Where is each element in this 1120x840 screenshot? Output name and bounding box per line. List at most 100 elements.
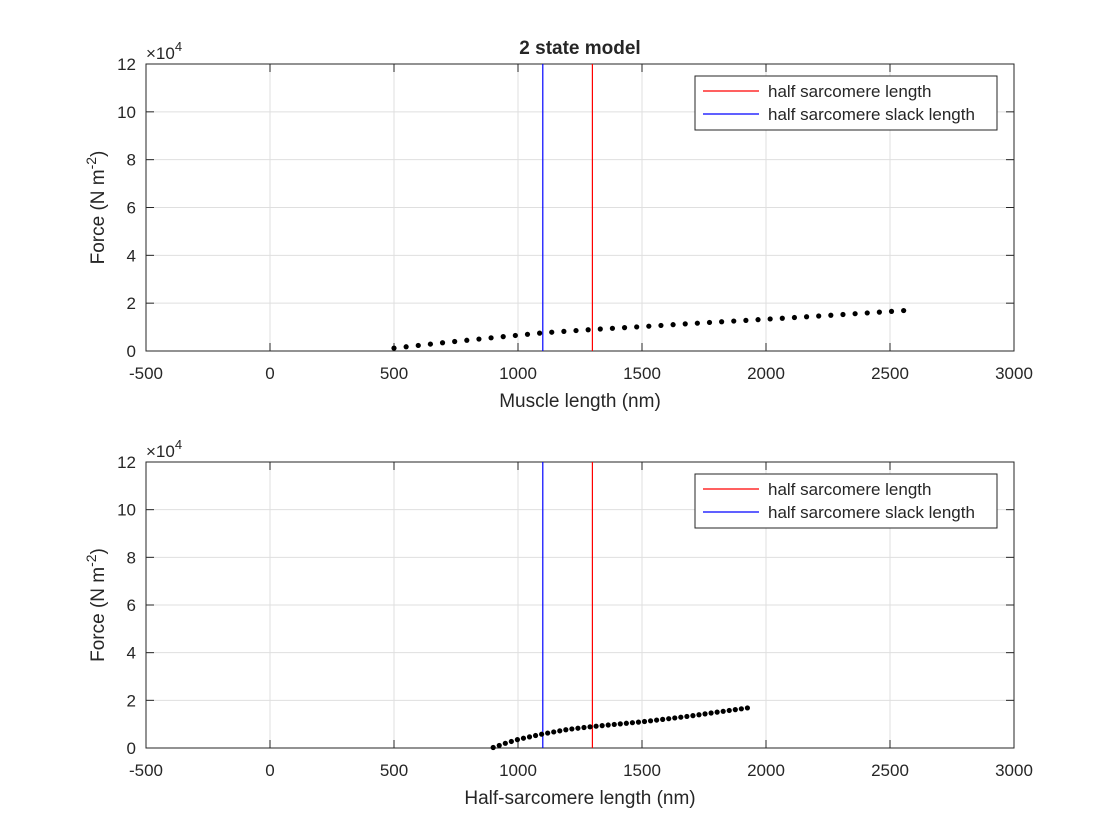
data-point	[634, 324, 640, 330]
data-point	[609, 325, 616, 331]
y-tick-label: 2	[127, 294, 136, 313]
y-tick-label: 8	[127, 151, 136, 170]
data-point	[666, 716, 672, 722]
data-point	[864, 310, 870, 316]
data-point	[557, 728, 563, 734]
data-point	[641, 718, 648, 725]
y-tick-label: 12	[117, 55, 136, 74]
data-point	[720, 708, 726, 714]
x-tick-label: 3000	[995, 761, 1033, 780]
data-point	[660, 716, 666, 723]
y-tick-label: 2	[127, 691, 136, 710]
data-point	[629, 720, 636, 726]
y-tick-label: 10	[117, 103, 136, 122]
x-tick-label: 2000	[747, 364, 785, 383]
data-point	[755, 317, 761, 323]
data-point	[816, 313, 822, 319]
data-point	[852, 311, 858, 317]
y-axis-label: Force (N m-2)	[83, 151, 109, 265]
data-point	[803, 314, 810, 320]
x-tick-label: 0	[265, 364, 274, 383]
data-point	[702, 711, 708, 717]
data-point	[569, 726, 575, 732]
data-point	[512, 332, 518, 339]
legend-box	[694, 75, 998, 131]
data-point	[779, 315, 785, 321]
data-point	[488, 335, 494, 341]
data-point	[714, 709, 720, 715]
y-tick-label: 4	[127, 644, 136, 663]
y-tick-label: 12	[117, 453, 136, 472]
y-tick-label: 4	[127, 246, 136, 265]
data-point	[888, 308, 895, 314]
data-point	[551, 729, 557, 735]
data-point	[500, 334, 506, 340]
data-point	[635, 719, 642, 725]
data-point	[767, 316, 773, 322]
data-point	[840, 311, 846, 318]
data-point	[514, 737, 521, 743]
data-point	[732, 707, 738, 713]
data-point	[901, 307, 907, 314]
data-point	[694, 320, 700, 326]
data-point	[708, 710, 714, 716]
data-point	[464, 337, 470, 343]
data-point	[539, 731, 545, 737]
x-tick-label: 1500	[623, 364, 661, 383]
data-point	[678, 714, 684, 720]
data-point	[791, 314, 798, 321]
x-tick-label: 2500	[871, 761, 909, 780]
x-axis-label: Muscle length (nm)	[499, 391, 661, 412]
data-point	[682, 321, 688, 327]
data-point	[738, 706, 744, 712]
legend-box	[694, 473, 998, 529]
data-point	[391, 345, 397, 351]
data-point	[731, 318, 737, 324]
data-point	[575, 725, 581, 731]
x-tick-label: 500	[380, 761, 408, 780]
data-point	[621, 325, 628, 331]
y-tick-label: 10	[117, 501, 136, 520]
y-tick-label: 6	[127, 199, 136, 218]
top-axes: -500 0 500 1000 1500 2000 2500 3000 0 2 4 6 8 10 12 ×10…	[83, 39, 1033, 412]
data-point	[690, 713, 696, 719]
data-point	[726, 707, 732, 714]
data-point	[605, 722, 611, 728]
data-point	[476, 336, 482, 342]
legend-entry: half sarcomere length	[768, 480, 931, 499]
x-tick-label: 1500	[623, 761, 661, 780]
x-tick-label: -500	[129, 364, 163, 383]
data-point	[520, 735, 527, 741]
data-point	[706, 319, 713, 326]
data-point	[611, 721, 617, 728]
x-tick-label: 2500	[871, 364, 909, 383]
data-point	[561, 328, 567, 335]
data-point	[646, 323, 652, 329]
data-point	[617, 721, 623, 727]
data-point	[876, 309, 882, 315]
x-tick-label: 0	[265, 761, 274, 780]
legend-entry: half sarcomere slack length	[768, 105, 975, 124]
legend-entry: half sarcomere length	[768, 82, 931, 101]
data-point	[684, 713, 690, 720]
y-axis-multiplier: ×104	[146, 39, 182, 63]
data-point	[537, 330, 543, 336]
data-point	[502, 740, 508, 746]
data-point	[828, 312, 834, 318]
data-point	[415, 342, 421, 349]
y-axis-multiplier: ×104	[146, 437, 182, 461]
data-point	[743, 317, 749, 323]
data-point	[647, 718, 654, 724]
data-point	[696, 712, 702, 718]
data-point	[654, 717, 660, 723]
data-point	[403, 344, 409, 350]
data-point	[545, 730, 551, 736]
x-tick-label: 500	[380, 364, 408, 383]
y-tick-label: 0	[127, 739, 136, 758]
x-tick-label: -500	[129, 761, 163, 780]
data-point	[585, 327, 591, 333]
x-tick-label: 1000	[499, 761, 537, 780]
bottom-axes: -500 0 500 1000 1500 2000 2500 3000 0 2 4 6 8 10 12 ×10…	[83, 437, 1033, 809]
data-point	[672, 715, 678, 721]
